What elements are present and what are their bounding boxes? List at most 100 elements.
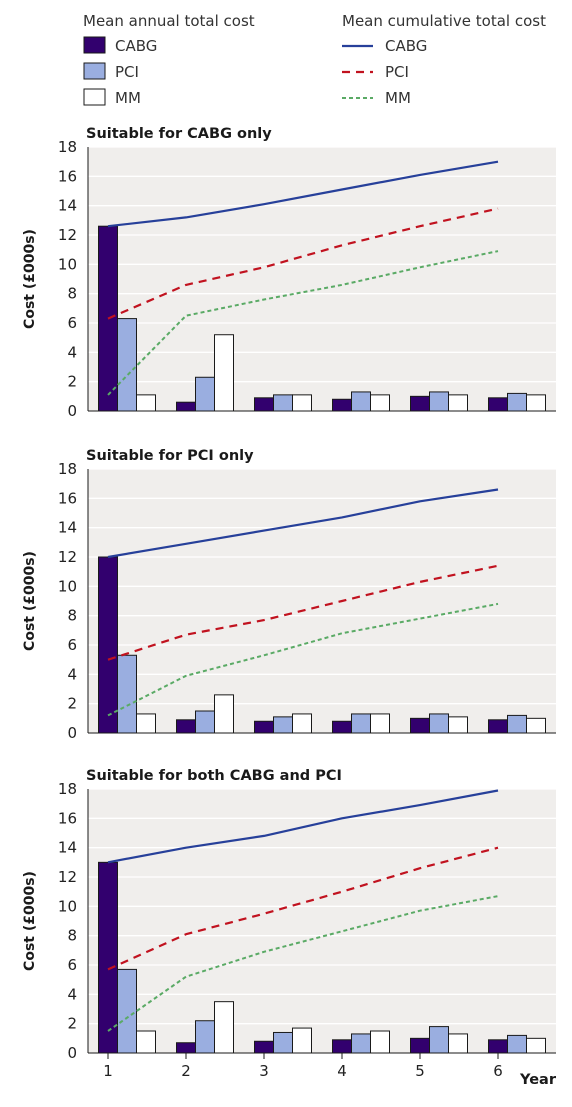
y-tick-label: 8 [67,607,77,625]
x-tick-label: 1 [103,1062,113,1080]
y-tick-label: 12 [58,226,77,244]
bar-cabg-year-4 [332,720,352,734]
y-tick-label: 0 [67,1044,77,1062]
bar-mm-year-6 [526,717,546,734]
bar-pci-year-4 [351,391,371,412]
legend-label-pci-line: PCI [385,63,409,81]
bar-cabg-year-5 [410,717,430,734]
bar-pci-year-6 [507,714,527,734]
y-axis-label: Cost (£000s) [22,551,38,651]
line-mm-cumulative [107,602,499,717]
y-tick-label: 18 [58,780,77,798]
bar-pci-year-3 [273,716,293,734]
bar-cabg-year-5 [410,395,430,412]
bar-cabg-year-1 [98,556,118,734]
y-tick-label: 10 [58,897,77,915]
line-cabg-cumulative [107,160,499,228]
bar-pci-year-4 [351,1033,371,1054]
legend-swatch-mm-bar [83,88,106,106]
legend-label-mm-line: MM [385,89,411,107]
y-tick-label: 14 [58,839,77,857]
bar-mm-year-6 [526,1037,546,1054]
bar-mm-year-1 [136,394,156,412]
bar-mm-year-4 [370,1030,390,1054]
y-tick-label: 0 [67,724,77,742]
bar-mm-year-4 [370,713,390,734]
y-axis-label: Cost (£000s) [22,229,38,329]
bar-mm-year-3 [292,1027,312,1054]
legend-annual-heading: Mean annual total cost [83,12,255,30]
bar-mm-year-2 [214,1001,234,1054]
bar-mm-year-4 [370,394,390,412]
x-tick-label: 4 [337,1062,347,1080]
y-tick-label: 10 [58,577,77,595]
panel-title: Suitable for PCI only [86,448,254,464]
bar-mm-year-2 [214,694,234,734]
legend-cumulative-heading: Mean cumulative total cost [342,12,546,30]
legend-label-cabg-line: CABG [385,37,427,55]
bar-pci-year-1 [117,318,137,412]
line-pci-cumulative [107,846,499,971]
y-tick-label: 4 [67,665,77,683]
legend-swatch-pci-bar [83,62,106,80]
y-tick-label: 6 [67,956,77,974]
y-tick-label: 16 [58,167,77,185]
y-tick-label: 16 [58,489,77,507]
bar-pci-year-5 [429,1026,449,1054]
bar-pci-year-1 [117,654,137,734]
bar-cabg-year-2 [176,719,196,734]
y-tick-label: 8 [67,927,77,945]
panel-2: 0 2 4 6 8 10 12 14 16 18 Suitable for PCI only Cost… [22,448,556,742]
y-tick-label: 8 [67,285,77,303]
line-mm-cumulative [107,250,499,396]
y-tick-label: 18 [58,138,77,156]
x-axis-label: Year [519,1072,557,1088]
line-pci-cumulative [107,564,499,661]
y-tick-label: 12 [58,868,77,886]
bar-pci-year-5 [429,713,449,734]
bar-mm-year-5 [448,1033,468,1054]
bar-cabg-year-6 [488,719,508,734]
bar-mm-year-2 [214,334,234,412]
y-tick-label: 10 [58,255,77,273]
legend-label-cabg-bar: CABG [115,37,157,55]
bar-mm-year-5 [448,394,468,412]
bar-mm-year-1 [136,713,156,734]
bar-cabg-year-3 [254,720,274,734]
panel-title: Suitable for both CABG and PCI [86,768,342,784]
x-tick-label: 6 [493,1062,503,1080]
plot-background [88,789,556,1053]
bar-cabg-year-6 [488,397,508,412]
bar-mm-year-3 [292,394,312,412]
bar-pci-year-5 [429,391,449,412]
y-tick-label: 6 [67,314,77,332]
line-mm-cumulative [107,895,499,1032]
y-tick-label: 2 [67,1015,77,1033]
bar-mm-year-1 [136,1030,156,1054]
y-tick-label: 18 [58,460,77,478]
legend-label-mm-bar: MM [115,89,141,107]
y-tick-label: 4 [67,343,77,361]
y-tick-label: 14 [58,197,77,215]
bar-cabg-year-4 [332,1039,352,1054]
bar-pci-year-2 [195,1020,215,1054]
bar-pci-year-1 [117,968,137,1054]
y-tick-label: 14 [58,519,77,537]
y-tick-label: 0 [67,402,77,420]
bar-cabg-year-2 [176,401,196,412]
bar-pci-year-4 [351,713,371,734]
bar-mm-year-5 [448,716,468,734]
bar-cabg-year-1 [98,861,118,1054]
panel-title: Suitable for CABG only [86,126,272,142]
x-tick-label: 5 [415,1062,425,1080]
bar-pci-year-2 [195,710,215,734]
legend: Mean annual total cost Mean cumulative t… [83,12,546,107]
bar-cabg-year-2 [176,1042,196,1054]
y-tick-label: 12 [58,548,77,566]
bar-mm-year-3 [292,713,312,734]
bar-pci-year-3 [273,1031,293,1054]
x-tick-label: 2 [181,1062,191,1080]
bar-pci-year-6 [507,1034,527,1054]
